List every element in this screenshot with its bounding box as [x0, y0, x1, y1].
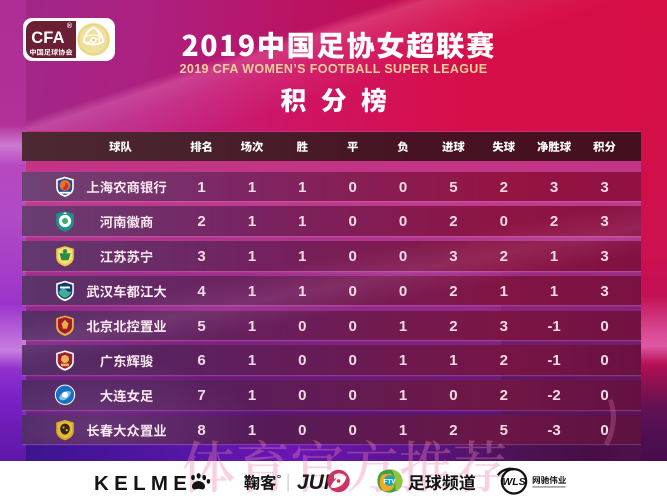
svg-text:KELME: KELME	[94, 472, 192, 495]
svg-text:FTV: FTV	[383, 478, 396, 485]
svg-text:CFA: CFA	[31, 29, 65, 47]
svg-text:WLS: WLS	[502, 476, 525, 488]
svg-text:®: ®	[67, 22, 73, 30]
